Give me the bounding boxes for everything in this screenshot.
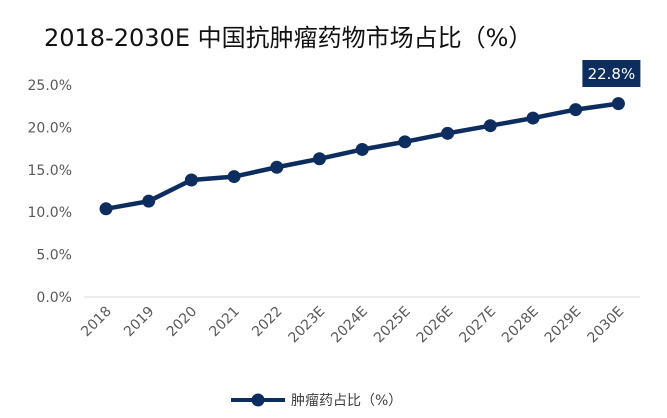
data-point: [355, 142, 369, 156]
x-tick-label: 2020: [164, 304, 201, 341]
x-tick-label: 2029E: [542, 304, 585, 347]
x-tick-label: 2027E: [456, 304, 499, 347]
x-axis-labels: 2018 2019 2020 2021 2022 2023E 2024E 2025E 2026E…: [78, 304, 627, 347]
data-point: [611, 97, 625, 111]
x-tick-label: 2019: [121, 304, 158, 341]
series-line: [103, 101, 621, 212]
callout-box: [582, 60, 641, 87]
y-tick-label: 25.0%: [28, 78, 72, 94]
data-point: [398, 135, 412, 149]
data-point: [441, 126, 455, 140]
x-tick-label: 2025E: [371, 304, 414, 347]
chart-title: 2018-2030E 中国抗肿瘤药物市场占比（%）: [44, 24, 533, 52]
y-tick-label: 10.0%: [28, 205, 72, 221]
x-tick-label: 2030E: [584, 304, 627, 347]
legend-marker: [251, 393, 265, 407]
data-point: [483, 119, 497, 133]
x-tick-label: 2024E: [328, 304, 371, 347]
x-tick-label: 2028E: [499, 304, 542, 347]
callout-layer: 22.8%: [582, 60, 641, 87]
series-layer: [99, 97, 625, 216]
data-point: [526, 111, 540, 125]
x-tick-label: 2018: [78, 304, 115, 341]
x-tick-label: 2022: [249, 304, 286, 341]
legend: 肿瘤药占比（%）: [231, 392, 402, 409]
data-point: [99, 202, 113, 216]
x-tick-label: 2026E: [414, 304, 457, 347]
data-point: [184, 173, 198, 187]
y-tick-label: 0.0%: [36, 290, 72, 306]
y-axis: 0.0% 5.0% 10.0% 15.0% 20.0% 25.0%: [28, 78, 72, 306]
legend-label: 肿瘤药占比（%）: [291, 392, 402, 409]
data-point: [270, 160, 284, 174]
data-point: [569, 103, 583, 117]
y-tick-label: 15.0%: [28, 163, 72, 179]
x-tick-label: 2023E: [286, 304, 329, 347]
data-point: [227, 170, 241, 184]
y-tick-label: 20.0%: [28, 120, 72, 136]
y-tick-label: 5.0%: [36, 248, 72, 264]
x-tick-label: 2021: [206, 304, 243, 341]
data-point: [142, 194, 156, 208]
data-point: [313, 152, 326, 166]
callout-label: 22.8%: [588, 65, 636, 83]
